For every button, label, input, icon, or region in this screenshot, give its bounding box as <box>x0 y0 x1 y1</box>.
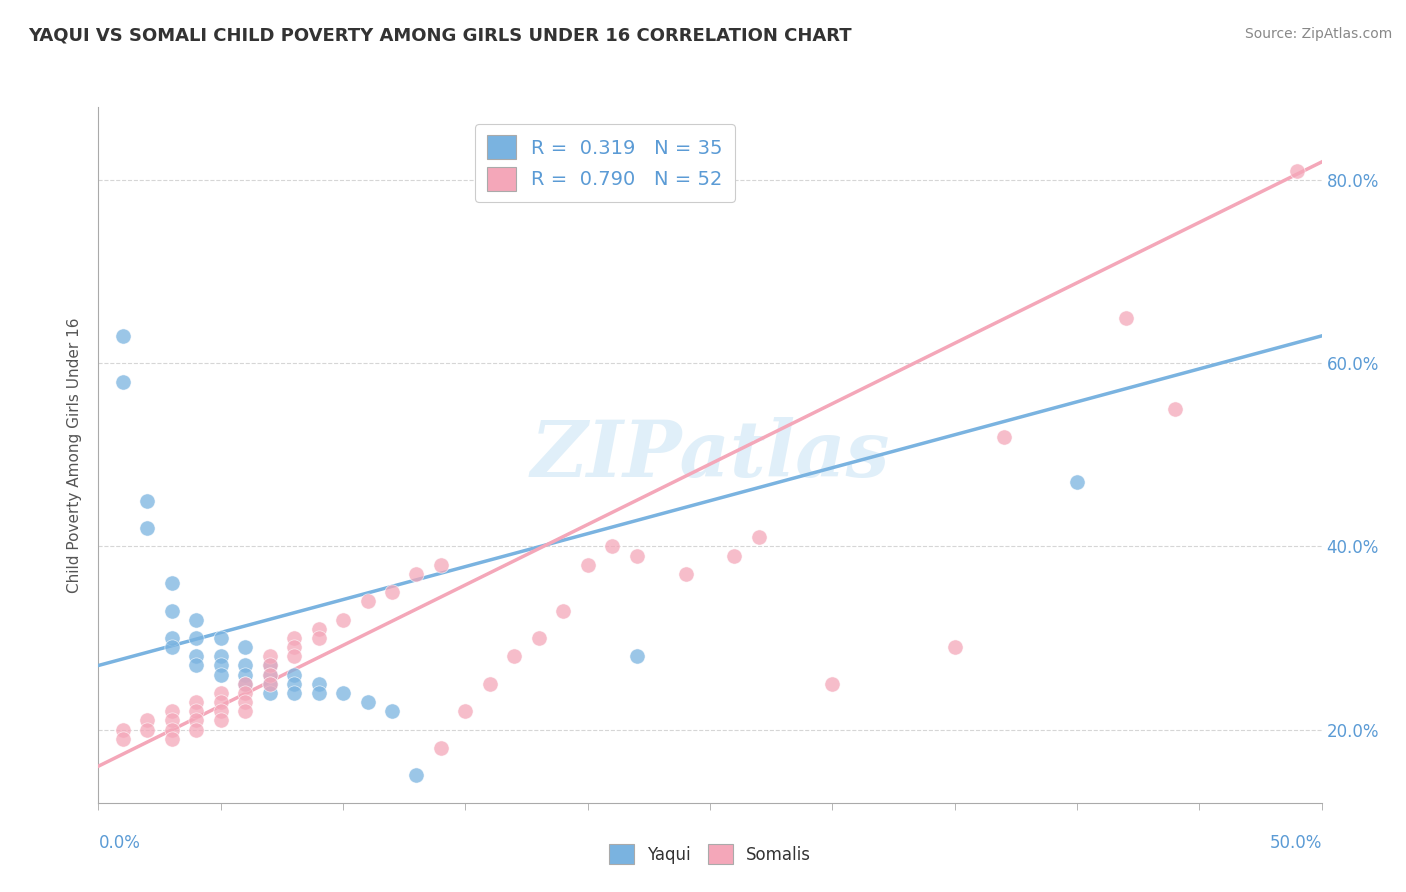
Point <box>233 667 256 681</box>
Point <box>454 704 477 718</box>
Point <box>136 723 159 737</box>
Point <box>283 686 305 700</box>
Point <box>308 686 330 700</box>
Point <box>259 686 281 700</box>
Point <box>233 640 256 655</box>
Point <box>478 677 501 691</box>
Point <box>209 695 232 709</box>
Point <box>111 375 134 389</box>
Point <box>675 566 697 581</box>
Point <box>259 649 281 664</box>
Y-axis label: Child Poverty Among Girls Under 16: Child Poverty Among Girls Under 16 <box>67 318 83 592</box>
Point <box>209 658 232 673</box>
Point <box>186 649 208 664</box>
Text: ZIPatlas: ZIPatlas <box>530 417 890 493</box>
Point <box>136 493 159 508</box>
Point <box>308 622 330 636</box>
Point <box>160 603 183 617</box>
Point <box>259 658 281 673</box>
Point <box>136 714 159 728</box>
Point <box>259 677 281 691</box>
Point <box>283 640 305 655</box>
Point <box>111 731 134 746</box>
Point <box>308 631 330 645</box>
Point <box>186 723 208 737</box>
Point <box>576 558 599 572</box>
Point <box>160 576 183 591</box>
Point <box>259 677 281 691</box>
Point <box>160 723 183 737</box>
Point <box>233 695 256 709</box>
Point <box>430 740 453 755</box>
Point <box>160 714 183 728</box>
Text: Source: ZipAtlas.com: Source: ZipAtlas.com <box>1244 27 1392 41</box>
Point <box>186 704 208 718</box>
Point <box>405 768 427 782</box>
Point <box>209 667 232 681</box>
Point <box>993 429 1015 443</box>
Point <box>1164 402 1187 417</box>
Point <box>209 649 232 664</box>
Point <box>1286 164 1309 178</box>
Point <box>233 704 256 718</box>
Point <box>160 731 183 746</box>
Point <box>283 677 305 691</box>
Point <box>233 658 256 673</box>
Point <box>356 594 378 608</box>
Point <box>626 649 648 664</box>
Point <box>160 704 183 718</box>
Point <box>259 658 281 673</box>
Point <box>186 695 208 709</box>
Point <box>356 695 378 709</box>
Point <box>600 540 623 554</box>
Point <box>259 667 281 681</box>
Point <box>821 677 844 691</box>
Point <box>943 640 966 655</box>
Point <box>259 667 281 681</box>
Point <box>381 585 404 599</box>
Point <box>527 631 550 645</box>
Point <box>186 714 208 728</box>
Point <box>186 658 208 673</box>
Point <box>748 530 770 544</box>
Point <box>503 649 526 664</box>
Point <box>283 631 305 645</box>
Point <box>186 631 208 645</box>
Point <box>308 677 330 691</box>
Point <box>723 549 745 563</box>
Point <box>553 603 575 617</box>
Text: 0.0%: 0.0% <box>98 834 141 852</box>
Text: 50.0%: 50.0% <box>1270 834 1322 852</box>
Point <box>209 704 232 718</box>
Point <box>283 667 305 681</box>
Point <box>405 566 427 581</box>
Point <box>111 723 134 737</box>
Point <box>111 329 134 343</box>
Point <box>233 677 256 691</box>
Point <box>626 549 648 563</box>
Point <box>1115 310 1137 325</box>
Point <box>332 686 354 700</box>
Point <box>381 704 404 718</box>
Point <box>233 677 256 691</box>
Point <box>186 613 208 627</box>
Point <box>160 631 183 645</box>
Point <box>209 686 232 700</box>
Point <box>160 640 183 655</box>
Point <box>209 631 232 645</box>
Point <box>233 686 256 700</box>
Point <box>209 714 232 728</box>
Point <box>332 613 354 627</box>
Text: YAQUI VS SOMALI CHILD POVERTY AMONG GIRLS UNDER 16 CORRELATION CHART: YAQUI VS SOMALI CHILD POVERTY AMONG GIRL… <box>28 27 852 45</box>
Point <box>430 558 453 572</box>
Point <box>1066 475 1088 490</box>
Point <box>283 649 305 664</box>
Legend: Yaqui, Somalis: Yaqui, Somalis <box>602 838 818 871</box>
Point <box>136 521 159 535</box>
